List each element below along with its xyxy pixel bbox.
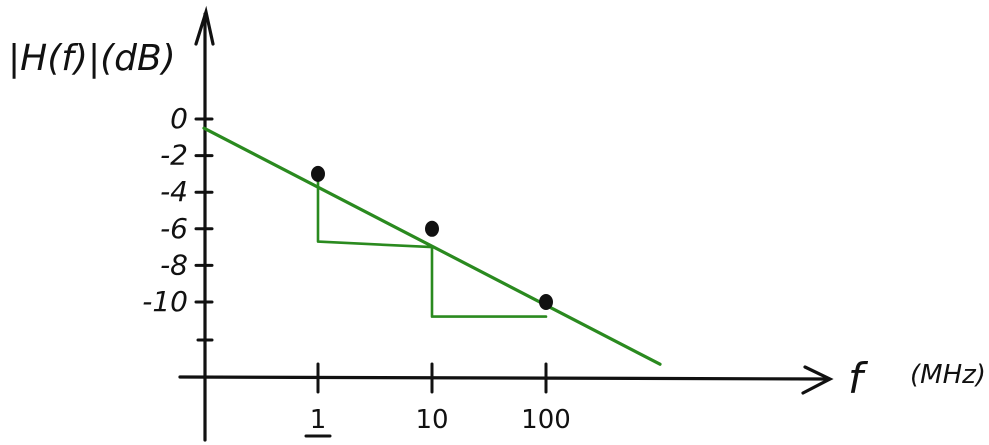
x-axis-unit: (MHz): [910, 360, 986, 390]
data-point: [425, 220, 439, 237]
y-axis-label: |H(f)|(dB): [8, 38, 176, 79]
y-tick-label: -2: [160, 139, 188, 172]
x-axis: [178, 375, 830, 381]
y-tick-label: -4: [160, 175, 188, 208]
x-axis-label: f: [848, 354, 869, 403]
data-point: [311, 165, 325, 182]
x-ticks: 1 10 100: [304, 362, 571, 438]
x-tick-label: 1: [310, 405, 327, 435]
axes: [178, 5, 834, 442]
y-axis-arrow-icon: [194, 5, 215, 46]
x-tick-label: 100: [521, 405, 571, 435]
x-tick-label: 10: [415, 405, 448, 435]
y-ticks: 0 -2-4 -6-8 -10: [142, 102, 214, 342]
series: [202, 126, 662, 366]
step-line: [316, 178, 434, 249]
x-axis-arrow-icon: [801, 365, 834, 395]
y-tick-label: -8: [160, 248, 188, 281]
y-tick-label: -6: [160, 212, 188, 245]
step-line: [430, 245, 548, 318]
data-point: [539, 294, 553, 310]
y-tick-label: -10: [142, 285, 188, 318]
y-tick-label: 0: [170, 102, 188, 135]
